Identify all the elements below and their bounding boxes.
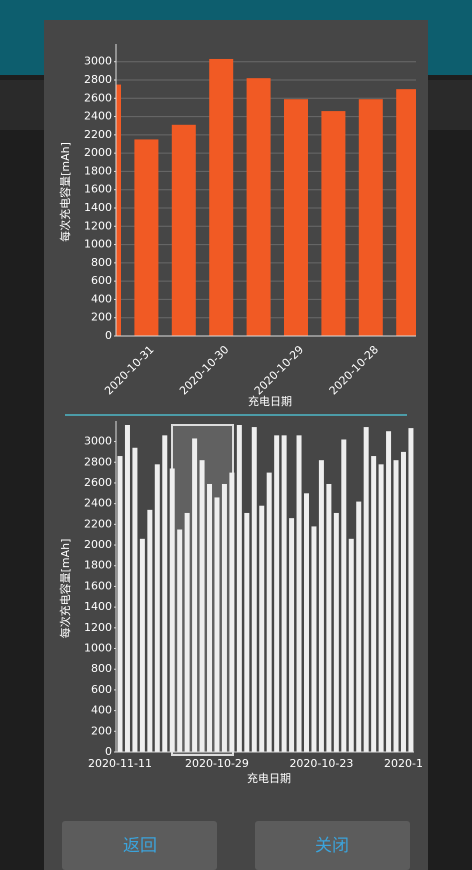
y-tick-label: 600 bbox=[91, 274, 112, 287]
bar bbox=[169, 468, 175, 752]
bar bbox=[117, 456, 123, 752]
bar bbox=[321, 111, 346, 336]
x-tick-label: 2020-11-11 bbox=[88, 757, 152, 770]
bar bbox=[177, 529, 183, 752]
bar bbox=[244, 512, 250, 752]
y-tick-label: 1400 bbox=[84, 201, 112, 214]
bar bbox=[348, 538, 354, 752]
bar bbox=[251, 427, 257, 752]
bar bbox=[284, 99, 308, 336]
y-tick-label: 0 bbox=[105, 329, 112, 342]
bar bbox=[139, 538, 145, 752]
bar bbox=[386, 431, 392, 752]
bar bbox=[236, 425, 242, 752]
y-tick-label: 1400 bbox=[84, 600, 112, 613]
bar bbox=[289, 518, 295, 752]
bar bbox=[147, 509, 153, 752]
bar bbox=[326, 483, 332, 752]
x-tick-label: 2020-10-29 bbox=[185, 757, 249, 770]
bar bbox=[296, 435, 302, 752]
bar bbox=[274, 435, 280, 752]
y-tick-label: 400 bbox=[91, 292, 112, 305]
y-tick-label: 2000 bbox=[84, 146, 112, 159]
y-axis-title: 每次充电容量[mAh] bbox=[58, 539, 72, 639]
x-axis-title: 充电日期 bbox=[248, 394, 292, 408]
bar bbox=[229, 472, 235, 752]
y-tick-label: 1000 bbox=[84, 642, 112, 655]
bar bbox=[400, 451, 406, 752]
y-tick-label: 1000 bbox=[84, 238, 112, 251]
button-label[interactable]: 关闭 bbox=[315, 836, 349, 856]
bar bbox=[134, 139, 159, 336]
y-tick-label: 1200 bbox=[84, 219, 112, 232]
x-tick-label: 2020-10-23 bbox=[289, 757, 353, 770]
back-button[interactable] bbox=[62, 821, 217, 870]
bar bbox=[116, 84, 121, 336]
bar bbox=[396, 89, 416, 336]
bar bbox=[311, 526, 317, 752]
bar bbox=[341, 439, 347, 752]
y-tick-label: 2200 bbox=[84, 517, 112, 530]
y-tick-label: 1600 bbox=[84, 579, 112, 592]
bar bbox=[171, 124, 196, 336]
y-axis-title: 每次充电容量[mAh] bbox=[58, 142, 72, 242]
y-tick-label: 3000 bbox=[84, 435, 112, 448]
y-tick-label: 1800 bbox=[84, 164, 112, 177]
bar bbox=[318, 460, 324, 752]
bar bbox=[408, 428, 414, 752]
y-tick-label: 2000 bbox=[84, 538, 112, 551]
bar bbox=[371, 456, 377, 752]
y-tick-label: 600 bbox=[91, 683, 112, 696]
bar bbox=[162, 435, 168, 752]
y-tick-label: 800 bbox=[91, 662, 112, 675]
bar bbox=[356, 501, 362, 752]
bar bbox=[281, 435, 287, 752]
y-tick-label: 200 bbox=[91, 724, 112, 737]
bar bbox=[207, 483, 213, 752]
y-tick-label: 2400 bbox=[84, 497, 112, 510]
bar bbox=[221, 483, 227, 752]
y-tick-label: 3000 bbox=[84, 55, 112, 68]
y-tick-label: 200 bbox=[91, 311, 112, 324]
y-tick-label: 1200 bbox=[84, 621, 112, 634]
bar bbox=[132, 447, 138, 752]
bar bbox=[154, 464, 160, 752]
bar bbox=[199, 460, 205, 752]
y-tick-label: 2400 bbox=[84, 110, 112, 123]
y-tick-label: 0 bbox=[105, 745, 112, 758]
bar bbox=[378, 464, 384, 752]
bar bbox=[209, 58, 234, 336]
y-tick-label: 2800 bbox=[84, 73, 112, 86]
x-axis-title: 充电日期 bbox=[247, 771, 291, 785]
plot-area bbox=[116, 58, 416, 336]
y-tick-label: 800 bbox=[91, 256, 112, 269]
bar bbox=[363, 427, 369, 752]
button-label[interactable]: 返回 bbox=[123, 836, 157, 856]
bar bbox=[358, 99, 383, 336]
y-tick-label: 2600 bbox=[84, 91, 112, 104]
bar bbox=[259, 505, 265, 752]
y-tick-label: 1800 bbox=[84, 559, 112, 572]
close-button[interactable] bbox=[255, 821, 410, 870]
bar bbox=[214, 497, 220, 752]
bar bbox=[184, 512, 190, 752]
bar bbox=[246, 78, 271, 336]
bar bbox=[266, 472, 272, 752]
y-tick-label: 1600 bbox=[84, 183, 112, 196]
bar bbox=[393, 460, 399, 752]
plot-area bbox=[117, 425, 414, 752]
bar bbox=[124, 425, 130, 752]
bar bbox=[304, 493, 309, 752]
bar bbox=[333, 512, 339, 752]
y-tick-label: 400 bbox=[91, 704, 112, 717]
bar bbox=[192, 438, 198, 752]
x-tick-label: 2020-1 bbox=[384, 757, 423, 770]
y-tick-label: 2200 bbox=[84, 128, 112, 141]
y-tick-label: 2600 bbox=[84, 476, 112, 489]
y-tick-label: 2800 bbox=[84, 455, 112, 468]
